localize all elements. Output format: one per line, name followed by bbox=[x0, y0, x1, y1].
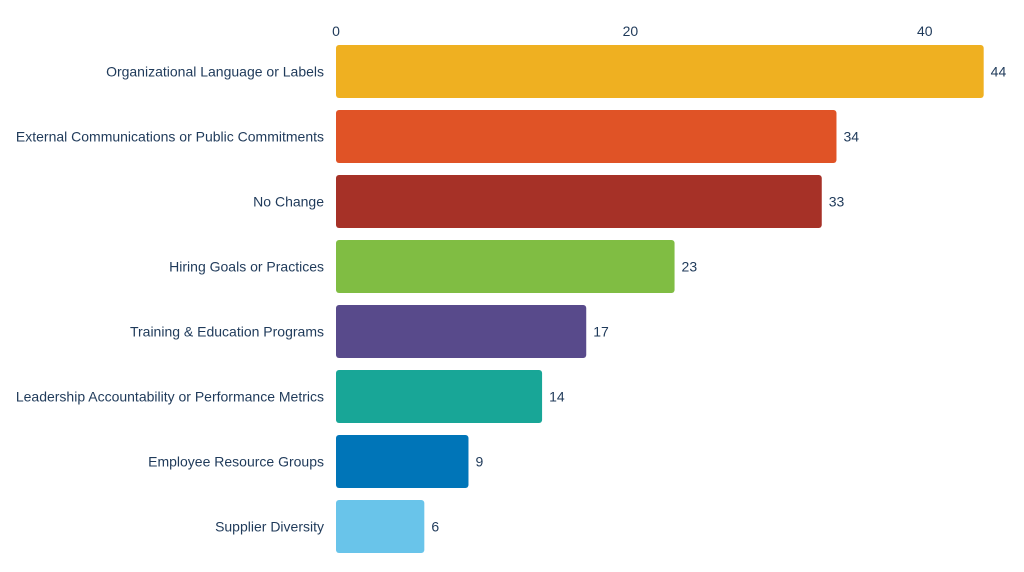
category-label: Hiring Goals or Practices bbox=[169, 259, 324, 275]
bar bbox=[336, 45, 984, 98]
bar bbox=[336, 435, 469, 488]
bar bbox=[336, 500, 425, 553]
category-label: Employee Resource Groups bbox=[148, 454, 324, 470]
x-axis-ticks: 0 20 40 bbox=[332, 23, 933, 39]
data-label: 17 bbox=[593, 324, 609, 340]
category-label: Organizational Language or Labels bbox=[106, 64, 324, 80]
data-labels: 44 34 33 23 17 14 9 6 bbox=[431, 64, 1006, 535]
data-label: 9 bbox=[475, 454, 483, 470]
category-label: Leadership Accountability or Performance… bbox=[16, 389, 324, 405]
bar bbox=[336, 240, 675, 293]
x-tick-label: 40 bbox=[917, 23, 933, 39]
data-label: 23 bbox=[682, 259, 698, 275]
bars bbox=[336, 45, 984, 553]
category-label: Training & Education Programs bbox=[130, 324, 324, 340]
category-label: No Change bbox=[253, 194, 324, 210]
data-label: 14 bbox=[549, 389, 565, 405]
bar bbox=[336, 305, 587, 358]
category-label: Supplier Diversity bbox=[215, 519, 324, 535]
data-label: 6 bbox=[431, 519, 439, 535]
bar bbox=[336, 175, 822, 228]
x-tick-label: 0 bbox=[332, 23, 340, 39]
data-label: 34 bbox=[843, 129, 859, 145]
x-tick-label: 20 bbox=[623, 23, 639, 39]
bar bbox=[336, 370, 543, 423]
data-label: 33 bbox=[829, 194, 845, 210]
category-label: External Communications or Public Commit… bbox=[16, 129, 324, 145]
category-labels: Organizational Language or Labels Externa… bbox=[16, 64, 324, 535]
data-label: 44 bbox=[991, 64, 1007, 80]
bar bbox=[336, 110, 837, 163]
